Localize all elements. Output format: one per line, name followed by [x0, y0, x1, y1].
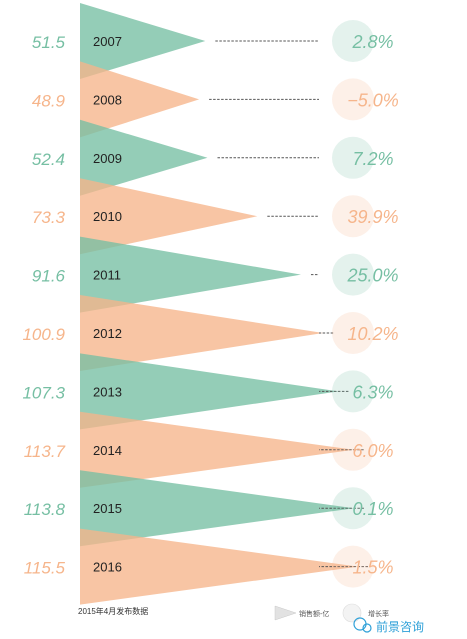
sales-bar-2009 [80, 119, 208, 196]
watermark-text: 前景咨询 [376, 619, 424, 634]
sales-bar-2014 [80, 411, 354, 488]
growth-label-2010: 39.9% [347, 207, 398, 227]
sales-bar-2010 [80, 178, 258, 255]
year-label-2012: 2012 [93, 326, 122, 341]
year-label-2010: 2010 [93, 209, 122, 224]
growth-circle-2009 [332, 136, 374, 179]
growth-label-2007: 2.8% [351, 32, 393, 52]
growth-label-2015: 0.1% [352, 499, 393, 519]
growth-label-2016: 1.5% [352, 558, 393, 578]
year-label-2015: 2015 [93, 501, 122, 516]
growth-circle-2008 [332, 78, 374, 121]
legend-circle-icon [342, 603, 362, 623]
sales-bar-2008 [80, 61, 200, 138]
growth-circle-2010 [332, 195, 374, 238]
value-label-2012: 100.9 [22, 325, 65, 344]
sales-bar-2012 [80, 295, 324, 371]
growth-circle-2012 [332, 312, 374, 354]
growth-label-2008: −5.0% [347, 90, 399, 110]
year-label-2009: 2009 [93, 151, 122, 166]
year-label-2016: 2016 [93, 560, 122, 575]
growth-circle-2016 [332, 545, 374, 588]
year-label-2007: 2007 [93, 34, 122, 49]
sales-bar-2015 [80, 470, 354, 547]
value-label-2007: 51.5 [32, 33, 66, 52]
growth-circle-2007 [332, 20, 374, 62]
year-label-2011: 2011 [93, 268, 121, 283]
chart-rows: 2007 51.5 2.8% 2008 48.9 −5.0% 2009 52.4 7.2% 201… [22, 3, 399, 605]
sales-bar-2007 [80, 3, 206, 79]
value-label-2008: 48.9 [32, 91, 66, 110]
growth-label-2011: 25.0% [346, 266, 398, 286]
legend-sales-label: 销售额-亿 [299, 609, 329, 618]
sales-bar-2013 [80, 353, 339, 430]
growth-label-2013: 6.3% [352, 382, 393, 402]
year-label-2014: 2014 [93, 443, 122, 458]
growth-circle-2015 [332, 487, 374, 530]
value-label-2011: 91.6 [32, 267, 66, 286]
year-label-2008: 2008 [93, 92, 122, 107]
legend-triangle-icon [274, 605, 297, 621]
value-label-2009: 52.4 [32, 150, 65, 169]
sales-bar-2016 [80, 528, 358, 605]
sales-bar-2011 [80, 236, 301, 313]
growth-circle-2013 [332, 370, 374, 413]
value-label-2014: 113.7 [24, 442, 66, 461]
growth-label-2009: 7.2% [352, 149, 393, 169]
growth-label-2012: 10.2% [347, 324, 398, 344]
value-label-2015: 113.8 [24, 500, 66, 519]
value-label-2013: 107.3 [22, 383, 65, 402]
watermark-logo [353, 617, 372, 633]
growth-circle-2011 [332, 253, 374, 296]
year-label-2013: 2013 [93, 384, 122, 399]
growth-circle-2014 [332, 428, 374, 471]
data-note: 2015年4月发布数据 [78, 606, 148, 616]
value-label-2016: 115.5 [24, 559, 66, 578]
growth-label-2014: 6.0% [352, 441, 393, 461]
value-label-2010: 73.3 [32, 208, 66, 227]
legend-growth-label: 增长率 [368, 609, 389, 618]
